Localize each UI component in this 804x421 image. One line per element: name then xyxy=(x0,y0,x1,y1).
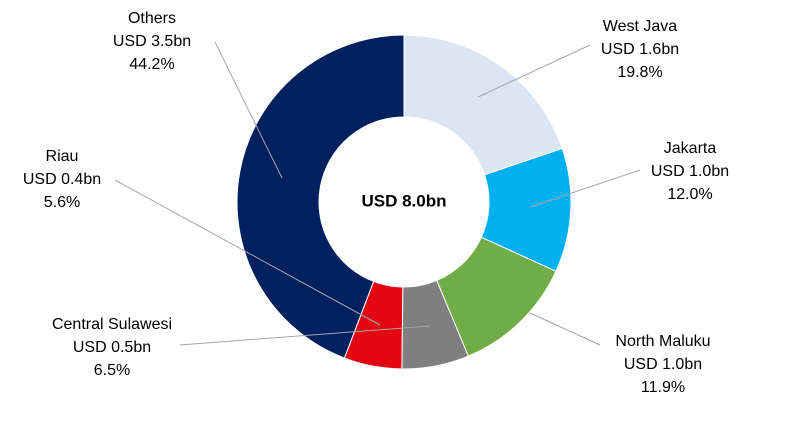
leader-line xyxy=(529,312,601,346)
center-label: USD 8.0bn xyxy=(361,191,446,210)
amount-label: USD 3.5bn xyxy=(113,33,191,50)
value-label: 11.9% xyxy=(641,379,685,396)
category-label: West Java xyxy=(603,18,678,35)
leader-line xyxy=(114,179,381,326)
amount-label: USD 1.0bn xyxy=(624,356,702,373)
value-label: 6.5% xyxy=(94,362,130,379)
donut-segment xyxy=(401,279,470,370)
category-label: Central Sulawesi xyxy=(52,316,172,333)
leader-line xyxy=(214,41,283,179)
value-label: 19.8% xyxy=(617,64,662,81)
leader-line xyxy=(179,325,431,346)
category-label: Others xyxy=(128,10,176,27)
donut-segment xyxy=(236,34,405,359)
leader-line xyxy=(477,44,591,98)
value-label: 44.2% xyxy=(129,56,174,73)
amount-label: USD 0.5bn xyxy=(73,339,151,356)
donut-segment xyxy=(403,34,563,176)
amount-label: USD 1.6bn xyxy=(601,41,679,58)
donut-segment xyxy=(343,280,404,370)
amount-label: USD 0.4bn xyxy=(23,171,101,188)
category-label: Jakarta xyxy=(664,140,717,157)
category-label: North Maluku xyxy=(615,333,710,350)
value-label: 5.6% xyxy=(44,194,80,211)
leader-line xyxy=(529,169,641,208)
category-label: Riau xyxy=(46,148,79,165)
amount-label: USD 1.0bn xyxy=(651,163,729,180)
donut-segment xyxy=(436,236,557,357)
value-label: 12.0% xyxy=(667,186,712,203)
donut-segment xyxy=(480,147,572,272)
